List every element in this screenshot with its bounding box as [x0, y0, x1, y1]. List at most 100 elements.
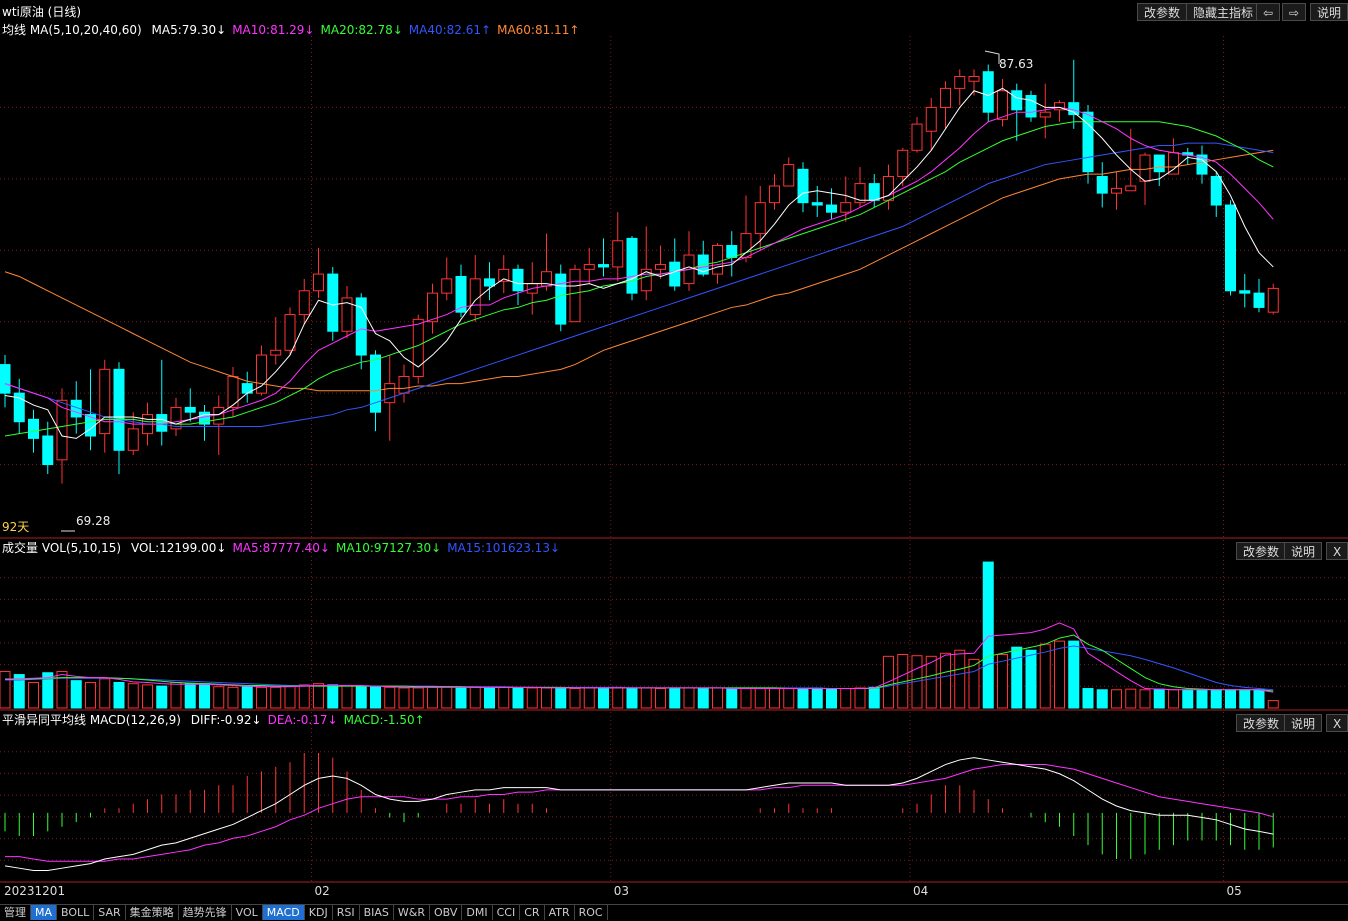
- candle-body: [783, 164, 795, 187]
- candle-body: [1139, 154, 1151, 182]
- candle-body: [355, 297, 367, 356]
- explain-button[interactable]: 说明: [1310, 3, 1348, 21]
- indicator-tab-bias[interactable]: BIAS: [360, 905, 394, 920]
- volume-bar: [0, 671, 11, 709]
- indicator-tab-sar[interactable]: SAR: [94, 905, 126, 920]
- volume-bar: [669, 687, 681, 709]
- volume-bar: [384, 686, 396, 709]
- candle-body: [555, 273, 567, 325]
- indicator-tab-cr[interactable]: CR: [520, 905, 545, 920]
- volume-bar: [1253, 689, 1265, 709]
- volume-bar: [982, 561, 994, 709]
- volume-explain-button[interactable]: 说明: [1284, 542, 1323, 560]
- volume-bar: [1025, 649, 1037, 709]
- indicator-tab-ma[interactable]: MA: [31, 905, 58, 920]
- candle-body: [598, 264, 609, 268]
- candle-body: [1082, 111, 1094, 173]
- candle-body: [42, 435, 54, 466]
- volume-bar: [427, 686, 438, 709]
- volume-bar: [213, 686, 225, 709]
- candle-body: [968, 75, 980, 82]
- volume-bar: [127, 683, 139, 709]
- price-ma60-line: [4, 149, 1274, 392]
- volume-bar: [526, 687, 538, 709]
- candle-body: [655, 264, 666, 270]
- volume-bar: [469, 686, 481, 709]
- candle-body: [56, 399, 68, 461]
- days-label: 92天: [2, 520, 30, 534]
- volume-bar: [1225, 689, 1236, 709]
- indicator-tab-atr[interactable]: ATR: [545, 905, 575, 920]
- indicator-tab-w&r[interactable]: W&R: [394, 905, 430, 920]
- candle-body: [640, 268, 652, 292]
- candle-body: [1253, 292, 1265, 308]
- candle-body: [997, 90, 1008, 120]
- volume-bar: [156, 685, 168, 709]
- candle-body: [811, 202, 823, 206]
- params-button[interactable]: 改参数: [1137, 3, 1188, 21]
- indicator-tab-boll[interactable]: BOLL: [57, 905, 95, 920]
- candle-body: [726, 245, 738, 258]
- indicator-tab-管理[interactable]: 管理: [0, 905, 31, 920]
- volume-close-button[interactable]: X: [1326, 542, 1348, 560]
- volume-bar: [1267, 700, 1279, 709]
- indicator-tab-rsi[interactable]: RSI: [333, 905, 360, 920]
- volume-bar: [1182, 689, 1194, 709]
- volume-bar: [13, 674, 25, 709]
- volume-bar: [142, 684, 153, 709]
- indicator-tab-vol[interactable]: VOL: [232, 905, 263, 920]
- volume-bar: [184, 683, 196, 709]
- volume-bar: [113, 681, 125, 709]
- volume-ma10-line: [5, 634, 1274, 692]
- volume-bar: [398, 687, 410, 709]
- indicator-tab-cci[interactable]: CCI: [493, 905, 521, 920]
- indicator-tab-macd[interactable]: MACD: [262, 905, 305, 920]
- candle-body: [284, 314, 296, 351]
- indicator-tab-dmi[interactable]: DMI: [462, 905, 493, 920]
- candle-body: [868, 183, 880, 201]
- indicator-tab-趋势先锋[interactable]: 趋势先锋: [179, 905, 232, 920]
- macd-close-button[interactable]: X: [1326, 714, 1348, 732]
- candle-body: [1054, 102, 1065, 111]
- volume-bar: [769, 688, 780, 709]
- macd-header: 平滑异同平均线 MACD(12,26,9) DIFF:-0.92↓ DEA:-0.…: [2, 712, 437, 728]
- indicator-tab-kdj[interactable]: KDJ: [305, 905, 333, 920]
- candle-body: [13, 392, 25, 423]
- candle-body: [1039, 111, 1051, 118]
- volume-bar: [355, 685, 367, 709]
- volume-params-button[interactable]: 改参数: [1236, 542, 1287, 560]
- macd-diff-line: [4, 757, 1274, 871]
- volume-bar: [70, 680, 82, 709]
- volume-bar: [484, 687, 495, 709]
- volume-bar: [1139, 689, 1151, 709]
- volume-bar: [555, 687, 567, 709]
- candle-body: [227, 375, 239, 408]
- candle-body: [512, 268, 524, 292]
- volume-bar: [284, 685, 296, 709]
- indicator-tab-集金策略[interactable]: 集金策略: [126, 905, 179, 920]
- indicator-tab-roc[interactable]: ROC: [575, 905, 608, 920]
- x-axis-label: 02: [314, 884, 330, 898]
- candle-body: [1153, 154, 1165, 173]
- indicator-tab-obv[interactable]: OBV: [430, 905, 463, 920]
- hide-main-indicator-button[interactable]: 隐藏主指标: [1186, 3, 1261, 21]
- volume-bar: [569, 688, 581, 709]
- candle-body: [127, 428, 139, 451]
- volume-bar: [170, 681, 182, 709]
- volume-bar: [1039, 643, 1051, 709]
- macd-dea-line: [5, 764, 1274, 862]
- candle-body: [441, 278, 453, 294]
- candle-body: [498, 268, 510, 282]
- candle-body: [298, 290, 310, 316]
- volume-ma5-line: [5, 622, 1274, 693]
- next-arrow-button[interactable]: ⇨: [1282, 3, 1307, 21]
- volume-bar: [1153, 688, 1165, 709]
- volume-bar: [1068, 640, 1080, 709]
- volume-bar: [583, 687, 595, 709]
- chart-title: wti原油 (日线): [2, 5, 82, 19]
- macd-explain-button[interactable]: 说明: [1284, 714, 1323, 732]
- volume-bar: [56, 671, 68, 709]
- macd-params-button[interactable]: 改参数: [1236, 714, 1287, 732]
- candle-body: [156, 414, 168, 432]
- prev-arrow-button[interactable]: ⇦: [1256, 3, 1281, 21]
